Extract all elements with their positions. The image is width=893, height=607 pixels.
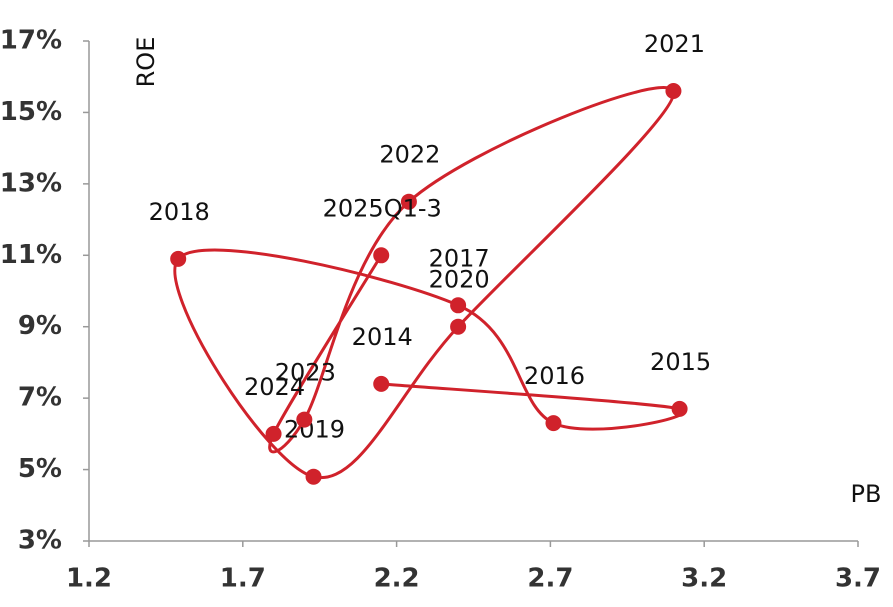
x-axis-label: PB (851, 480, 882, 508)
y-tick-label: 9% (18, 311, 62, 341)
point (373, 247, 390, 264)
point (450, 297, 467, 314)
x-tick-label: 3.7 (835, 564, 881, 594)
y-tick-label: 11% (0, 240, 62, 270)
x-tick-label: 2.7 (527, 564, 573, 594)
x-tick-label: 3.2 (681, 564, 727, 594)
y-tick-label: 13% (0, 168, 62, 198)
point (305, 468, 322, 485)
point-label: 2024 (244, 373, 305, 401)
point (665, 83, 682, 99)
point-label: 2020 (429, 266, 490, 294)
point-label: 2019 (284, 416, 345, 444)
point-label: 2023 (275, 359, 336, 387)
y-axis-label: ROE (132, 37, 160, 88)
point (296, 411, 313, 428)
x-tick-label: 1.7 (220, 564, 266, 594)
point-label: 2017 (429, 244, 490, 272)
x-tick-label: 1.2 (66, 564, 112, 594)
point-label: 2025Q1-3 (323, 194, 442, 222)
point-label: 2022 (379, 141, 440, 169)
point (170, 250, 187, 267)
y-tick-label: 15% (0, 97, 62, 127)
x-tick-label: 2.2 (374, 564, 420, 594)
point (373, 375, 390, 392)
point-label: 2018 (149, 198, 210, 226)
point (545, 415, 562, 432)
point (671, 400, 688, 417)
point-label: 2014 (352, 323, 413, 351)
y-tick-label: 5% (18, 454, 62, 484)
point (400, 193, 417, 210)
y-tick-label: 7% (18, 383, 62, 413)
point-label: 2021 (644, 30, 705, 58)
point (265, 425, 282, 442)
point-label: 2016 (524, 362, 585, 390)
point-label: 2015 (650, 348, 711, 376)
y-tick-label: 17% (0, 26, 62, 56)
y-tick-label: 3% (18, 526, 62, 556)
point (450, 318, 467, 335)
trajectory-line (173, 86, 686, 480)
